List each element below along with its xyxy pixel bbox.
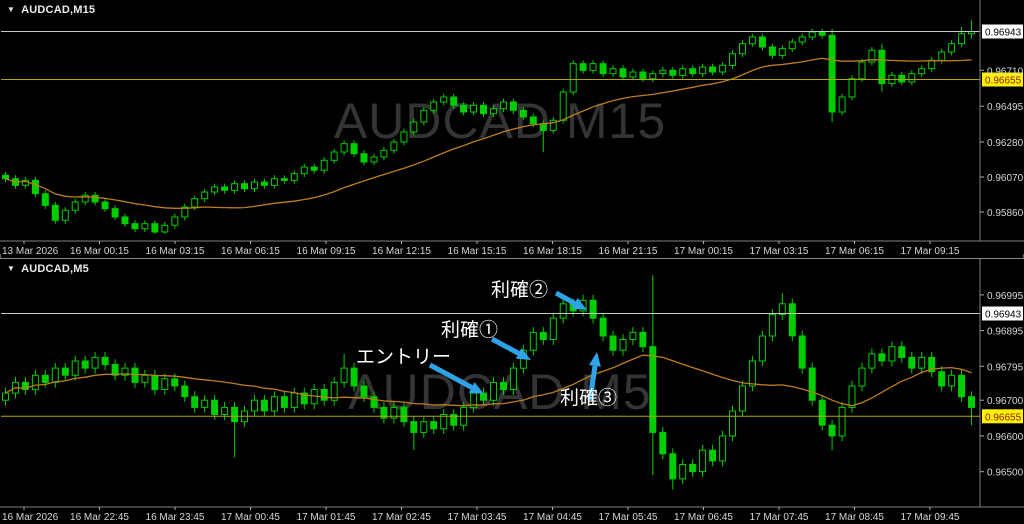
svg-text:17 Mar 04:45: 17 Mar 04:45 <box>523 512 582 523</box>
svg-text:17 Mar 09:45: 17 Mar 09:45 <box>901 512 960 523</box>
svg-text:17 Mar 07:45: 17 Mar 07:45 <box>750 512 809 523</box>
svg-text:17 Mar 00:45: 17 Mar 00:45 <box>221 512 280 523</box>
svg-text:16 Mar 22:45: 16 Mar 22:45 <box>70 512 129 523</box>
svg-text:13 Mar 2026: 13 Mar 2026 <box>2 246 59 254</box>
chart-panel-m15[interactable]: AUDCAD M15 0.96943 0.96655 0.96710 0.96495 0… <box>0 0 1024 254</box>
svg-text:16 Mar 15:15: 16 Mar 15:15 <box>448 246 507 254</box>
svg-text:0.96280: 0.96280 <box>987 138 1024 149</box>
chart-title-m15: ▼ AUDCAD,M15 <box>7 4 95 16</box>
svg-text:0.96795: 0.96795 <box>987 362 1024 373</box>
svg-text:17 Mar 00:15: 17 Mar 00:15 <box>674 246 733 254</box>
svg-text:16 Mar 23:45: 16 Mar 23:45 <box>146 512 205 523</box>
svg-text:0.96600: 0.96600 <box>987 432 1024 443</box>
symbol-dropdown-icon[interactable]: ▼ <box>7 5 16 14</box>
svg-text:16 Mar 06:15: 16 Mar 06:15 <box>221 246 280 254</box>
svg-text:16 Mar 12:15: 16 Mar 12:15 <box>372 246 431 254</box>
svg-text:16 Mar 18:15: 16 Mar 18:15 <box>523 246 582 254</box>
chart-panel-m5[interactable]: AUDCAD M5 0.96943 0.96655 0.96995 0.96895 0.… <box>0 258 1024 524</box>
svg-text:0.96943: 0.96943 <box>985 310 1022 321</box>
svg-text:0.96710: 0.96710 <box>987 66 1024 77</box>
svg-text:16 Mar 03:15: 16 Mar 03:15 <box>146 246 205 254</box>
candlestick-chart-m5[interactable]: 0.96943 0.96655 0.96995 0.96895 0.96795 0.967… <box>0 259 1024 524</box>
svg-text:17 Mar 03:45: 17 Mar 03:45 <box>448 512 507 523</box>
svg-text:0.96700: 0.96700 <box>987 396 1024 407</box>
svg-text:0.95860: 0.95860 <box>987 208 1024 219</box>
svg-text:17 Mar 05:45: 17 Mar 05:45 <box>599 512 658 523</box>
svg-text:16 Mar 09:15: 16 Mar 09:15 <box>297 246 356 254</box>
svg-text:0.96895: 0.96895 <box>987 327 1024 338</box>
svg-text:0.96500: 0.96500 <box>987 468 1024 479</box>
svg-text:0.96655: 0.96655 <box>985 76 1022 87</box>
svg-text:0.96943: 0.96943 <box>985 28 1022 39</box>
svg-text:0.96655: 0.96655 <box>985 412 1022 423</box>
svg-text:17 Mar 01:45: 17 Mar 01:45 <box>297 512 356 523</box>
svg-text:17 Mar 08:45: 17 Mar 08:45 <box>825 512 884 523</box>
svg-text:17 Mar 09:15: 17 Mar 09:15 <box>901 246 960 254</box>
chart-title-label-m5: AUDCAD,M5 <box>21 263 89 275</box>
svg-text:17 Mar 02:45: 17 Mar 02:45 <box>372 512 431 523</box>
svg-text:0.96995: 0.96995 <box>987 291 1024 302</box>
svg-text:16 Mar 00:15: 16 Mar 00:15 <box>70 246 129 254</box>
svg-text:17 Mar 03:15: 17 Mar 03:15 <box>750 246 809 254</box>
svg-text:0.96070: 0.96070 <box>987 173 1024 184</box>
svg-text:17 Mar 06:15: 17 Mar 06:15 <box>825 246 884 254</box>
symbol-dropdown-icon[interactable]: ▼ <box>7 264 16 273</box>
svg-text:0.96495: 0.96495 <box>987 102 1024 113</box>
svg-text:17 Mar 06:45: 17 Mar 06:45 <box>674 512 733 523</box>
svg-text:16 Mar 21:15: 16 Mar 21:15 <box>599 246 658 254</box>
svg-text:16 Mar 2026: 16 Mar 2026 <box>2 512 59 523</box>
chart-title-label-m15: AUDCAD,M15 <box>21 4 96 16</box>
chart-title-m5: ▼ AUDCAD,M5 <box>7 263 89 275</box>
